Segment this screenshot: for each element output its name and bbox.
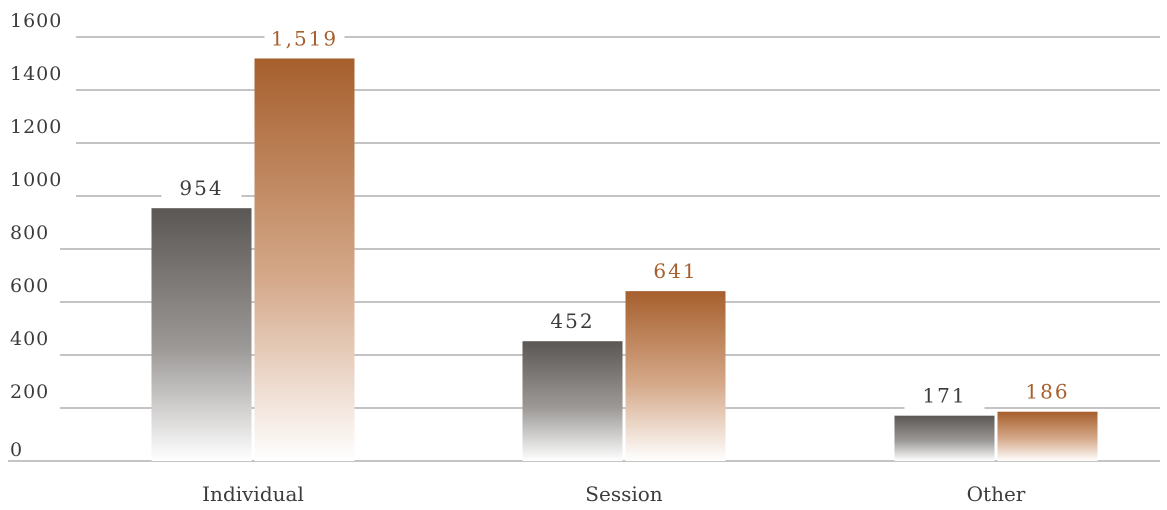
y-tick-label-800: 800 <box>10 222 49 244</box>
value-label-other-series-2: 186 <box>1025 380 1069 404</box>
category-label-session: Session <box>585 482 663 506</box>
value-label-bg <box>161 175 242 202</box>
y-tick-label-400: 400 <box>10 328 49 350</box>
value-label-session-series-1: 452 <box>550 309 594 333</box>
bar-layer <box>151 58 1098 462</box>
value-label-other-series-1: 171 <box>922 384 966 408</box>
value-label-bg <box>904 382 985 409</box>
value-label-individual-series-1: 954 <box>179 176 223 200</box>
category-label-individual: Individual <box>202 482 304 506</box>
bar-other-series-1 <box>894 415 995 461</box>
bar-individual-series-1 <box>151 208 252 461</box>
bar-session-series-1 <box>522 341 623 461</box>
value-label-bg <box>1007 378 1088 405</box>
y-tick-label-1200: 1200 <box>10 116 62 138</box>
value-label-bg <box>635 258 716 285</box>
category-label-other: Other <box>967 482 1026 506</box>
bar-session-series-2 <box>625 291 726 461</box>
value-label-bg <box>532 308 613 335</box>
y-tick-label-200: 200 <box>10 381 49 403</box>
value-label-session-series-2: 641 <box>653 259 697 283</box>
bar-other-series-2 <box>997 411 1098 461</box>
y-tick-label-1400: 1400 <box>10 63 62 85</box>
y-tick-label-0: 0 <box>10 439 23 461</box>
y-tick-label-1000: 1000 <box>10 169 62 191</box>
y-tick-label-600: 600 <box>10 275 49 297</box>
bar-individual-series-2 <box>254 58 355 462</box>
value-label-individual-series-2: 1,519 <box>271 26 338 50</box>
label-layer: 0 200 400 600 800 1000 1200 1400 1600 954 1,519 Ind… <box>10 10 1088 506</box>
y-tick-label-1600: 1600 <box>10 10 62 32</box>
value-label-bg <box>264 25 345 52</box>
